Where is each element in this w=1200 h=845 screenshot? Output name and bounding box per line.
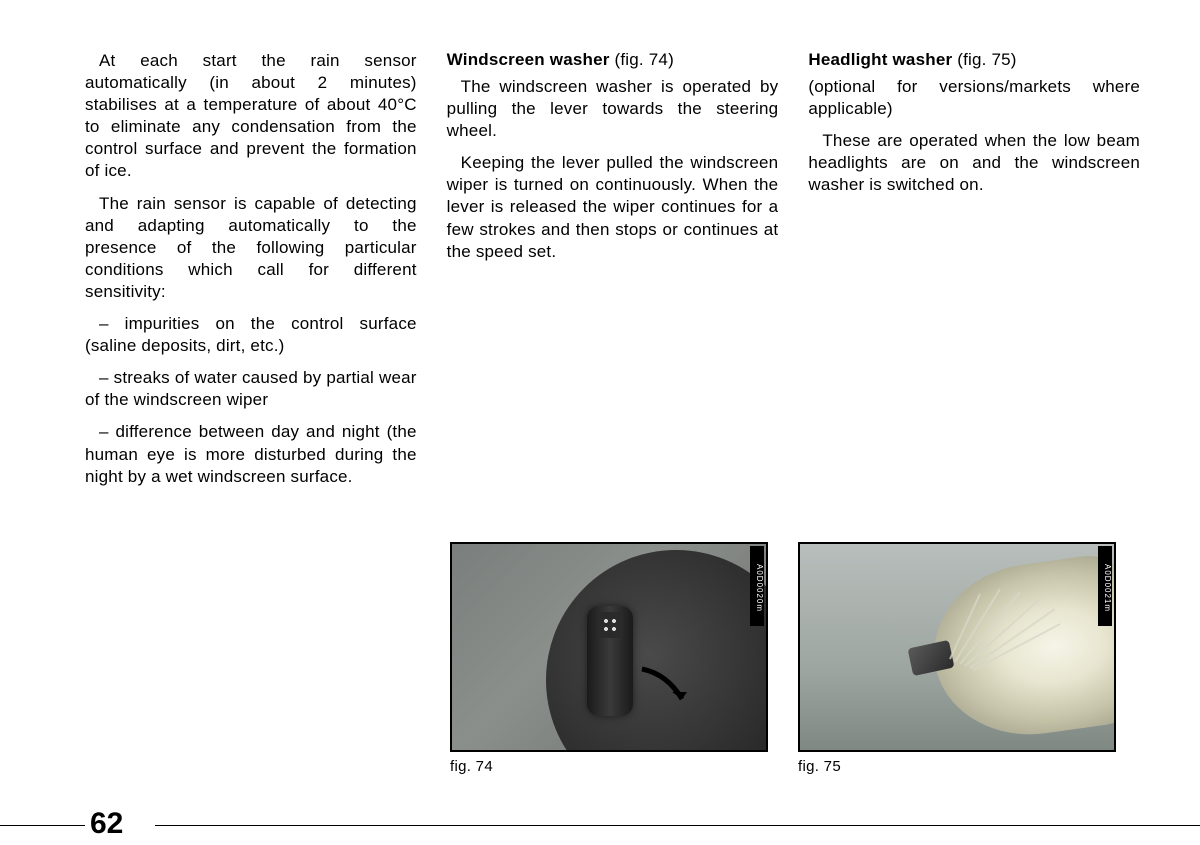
figure-74: A0D0020m fig. 74 <box>450 542 768 775</box>
column-3: Headlight washer (fig. 75) (optional for… <box>808 50 1140 498</box>
heading-ref: (fig. 74) <box>610 50 674 69</box>
section-heading: Headlight washer (fig. 75) <box>808 50 1140 70</box>
fig74-arrow-icon <box>637 664 697 714</box>
paragraph: The windscreen washer is operated by pul… <box>447 76 779 142</box>
figures-row: A0D0020m fig. 74 A0D0021m fig. 75 <box>450 542 1116 775</box>
page-number: 62 <box>90 807 123 841</box>
list-item: – difference between day and night (the … <box>85 421 417 487</box>
column-2: Windscreen washer (fig. 74) The windscre… <box>447 50 779 498</box>
heading-ref: (fig. 75) <box>952 50 1016 69</box>
heading-bold: Windscreen washer <box>447 50 610 69</box>
subheading: (optional for versions/markets where app… <box>808 76 1140 120</box>
column-1: At each start the rain sensor automatica… <box>85 50 417 498</box>
list-item: – streaks of water caused by partial wea… <box>85 367 417 411</box>
paragraph: Keeping the lever pulled the windscreen … <box>447 152 779 262</box>
figure-75: A0D0021m fig. 75 <box>798 542 1116 775</box>
footer-rule-left <box>0 825 85 826</box>
section-heading: Windscreen washer (fig. 74) <box>447 50 779 70</box>
paragraph: At each start the rain sensor automatica… <box>85 50 417 183</box>
figure-74-caption: fig. 74 <box>450 758 768 775</box>
fig74-lever-icons <box>597 612 623 638</box>
figure-74-image: A0D0020m <box>450 542 768 752</box>
paragraph: The rain sensor is capable of detecting … <box>85 193 417 303</box>
fig75-spray-icon <box>940 574 1070 674</box>
footer-rule-right <box>155 825 1200 826</box>
figure-code: A0D0021m <box>1098 546 1112 626</box>
list-item: – impurities on the control surface (sal… <box>85 313 417 357</box>
heading-bold: Headlight washer <box>808 50 952 69</box>
figure-75-caption: fig. 75 <box>798 758 1116 775</box>
figure-75-image: A0D0021m <box>798 542 1116 752</box>
figure-code: A0D0020m <box>750 546 764 626</box>
page-content: At each start the rain sensor automatica… <box>0 0 1200 498</box>
paragraph: These are operated when the low beam hea… <box>808 130 1140 196</box>
